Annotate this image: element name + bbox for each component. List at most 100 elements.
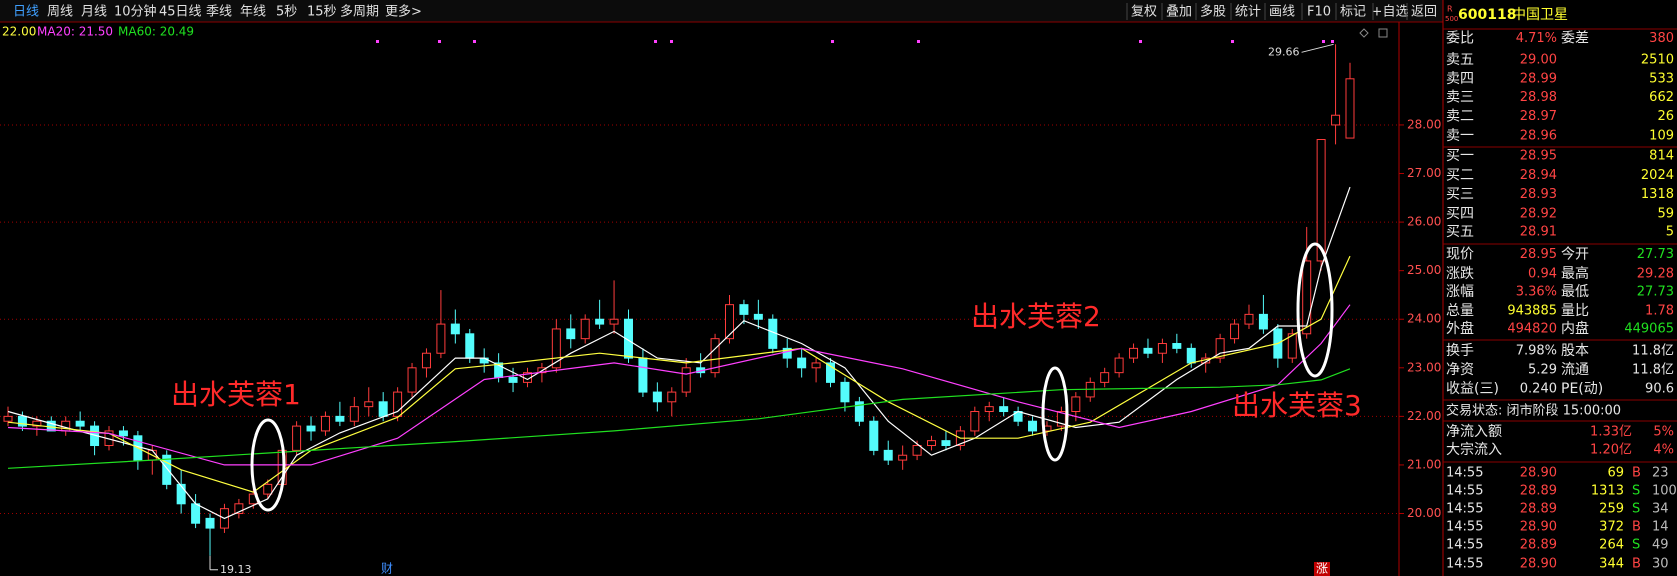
candle-body: [118, 430, 128, 437]
candle-body: [927, 440, 937, 447]
candle-body: [725, 304, 734, 340]
order-volume: 26: [1657, 109, 1674, 124]
toolbar-button[interactable]: 画线: [1269, 5, 1295, 20]
order-price: 28.99: [1520, 72, 1557, 87]
flag: R: [1447, 5, 1453, 14]
candle-body: [306, 425, 316, 432]
toolbar-button[interactable]: F10: [1307, 5, 1331, 20]
toolbar-button[interactable]: 返回: [1411, 5, 1437, 20]
candle-body: [854, 401, 864, 422]
dot: [831, 40, 834, 43]
icon[interactable]: [1359, 28, 1369, 38]
toolbar-button[interactable]: 多股: [1200, 4, 1226, 20]
candle-body: [1114, 357, 1124, 374]
candle-body: [1287, 333, 1297, 359]
y-tick-label: 23.00: [1407, 360, 1441, 374]
trade-time: 14:55: [1446, 520, 1483, 535]
stat-value: 90.6: [1645, 382, 1674, 397]
stat-value: 11.8亿: [1632, 344, 1674, 359]
stat-label: 量比: [1561, 303, 1589, 319]
dot: [917, 40, 920, 43]
candle-body: [1071, 396, 1081, 413]
period-tab[interactable]: 5秒: [276, 5, 297, 20]
stat-label: 最高: [1561, 265, 1589, 282]
stat-value: 29.28: [1637, 267, 1674, 282]
candle-body: [75, 420, 85, 427]
period-tab[interactable]: 10分钟: [114, 4, 157, 20]
candle-body: [205, 517, 215, 529]
trade-count: 34: [1652, 502, 1669, 517]
icon[interactable]: [1378, 28, 1388, 38]
candle-body: [883, 449, 893, 461]
event-marker: 涨: [1316, 561, 1328, 576]
candle-body: [1345, 78, 1355, 139]
toolbar-button[interactable]: 统计: [1235, 5, 1261, 20]
quote-value: 380: [1649, 31, 1674, 46]
candle-body: [393, 391, 403, 417]
stat-label: 流通: [1561, 362, 1589, 378]
period-tab[interactable]: 15秒: [307, 5, 337, 20]
order-price: 28.91: [1520, 225, 1557, 240]
order-price: 28.96: [1520, 129, 1557, 144]
toolbar-button[interactable]: 标记: [1340, 5, 1366, 20]
order-price: 28.93: [1520, 187, 1557, 202]
order-label: 卖四: [1446, 71, 1474, 87]
stat-value: 0.240: [1520, 382, 1557, 397]
period-tab[interactable]: 周线: [47, 5, 73, 20]
candle-body: [580, 318, 590, 340]
highlight-ellipse: [1041, 366, 1069, 462]
dot: [670, 40, 673, 43]
trade-time: 14:55: [1446, 484, 1483, 499]
candle-body: [667, 391, 677, 403]
trade-volume: 264: [1599, 538, 1624, 553]
trade-count: 30: [1652, 557, 1669, 572]
trade-count: 14: [1652, 520, 1669, 535]
candle-body: [753, 313, 763, 320]
period-tab[interactable]: 月线: [81, 5, 107, 20]
period-tab[interactable]: 多周期: [340, 4, 379, 20]
dot: [1139, 40, 1142, 43]
order-label: 卖三: [1446, 90, 1474, 106]
candle-body: [162, 454, 172, 485]
candle-body: [1157, 343, 1167, 354]
period-tab[interactable]: 日线: [13, 5, 39, 20]
stat-value: 28.95: [1520, 247, 1557, 262]
candle-body: [912, 445, 922, 456]
trade-price: 28.89: [1520, 538, 1557, 553]
period-tab[interactable]: 年线: [240, 5, 266, 20]
stat-label: 内盘: [1561, 320, 1589, 337]
order-volume: 2024: [1641, 168, 1674, 183]
order-label: 卖一: [1446, 128, 1474, 144]
order-price: 28.95: [1520, 149, 1557, 164]
dot: [1231, 40, 1234, 43]
stat-value: 5.29: [1528, 363, 1557, 378]
low-label: 19.13: [220, 563, 252, 576]
y-tick-label: 26.00: [1407, 215, 1441, 229]
candle-body: [335, 415, 345, 422]
stat-value: 0.94: [1528, 267, 1557, 282]
toolbar-button[interactable]: 复权: [1131, 4, 1157, 20]
trade-side: B: [1632, 557, 1641, 572]
candle-body: [407, 367, 417, 393]
trade-volume: 372: [1599, 520, 1624, 535]
period-tab[interactable]: 45日线: [159, 5, 202, 20]
trade-side: S: [1632, 538, 1640, 553]
trade-volume: 69: [1607, 466, 1624, 481]
order-label: 买四: [1446, 206, 1474, 222]
candle-body: [999, 406, 1009, 413]
toolbar-button[interactable]: +自选: [1372, 5, 1409, 20]
trade-time: 14:55: [1446, 466, 1483, 481]
order-label: 卖五: [1446, 52, 1474, 68]
period-tab[interactable]: 更多>: [385, 4, 422, 20]
event-marker-box: [1314, 562, 1330, 576]
period-tab[interactable]: 季线: [206, 5, 232, 20]
trade-price: 28.89: [1520, 502, 1557, 517]
stat-label: 收益(三): [1446, 381, 1499, 397]
toolbar-button[interactable]: 叠加: [1166, 5, 1192, 20]
trade-volume: 1313: [1591, 484, 1624, 499]
highlight-ellipse: [1296, 242, 1334, 378]
chart-icons: [1359, 28, 1388, 38]
ma-legend: MA20: 21.50: [37, 25, 113, 39]
trade-price: 28.90: [1520, 520, 1557, 535]
